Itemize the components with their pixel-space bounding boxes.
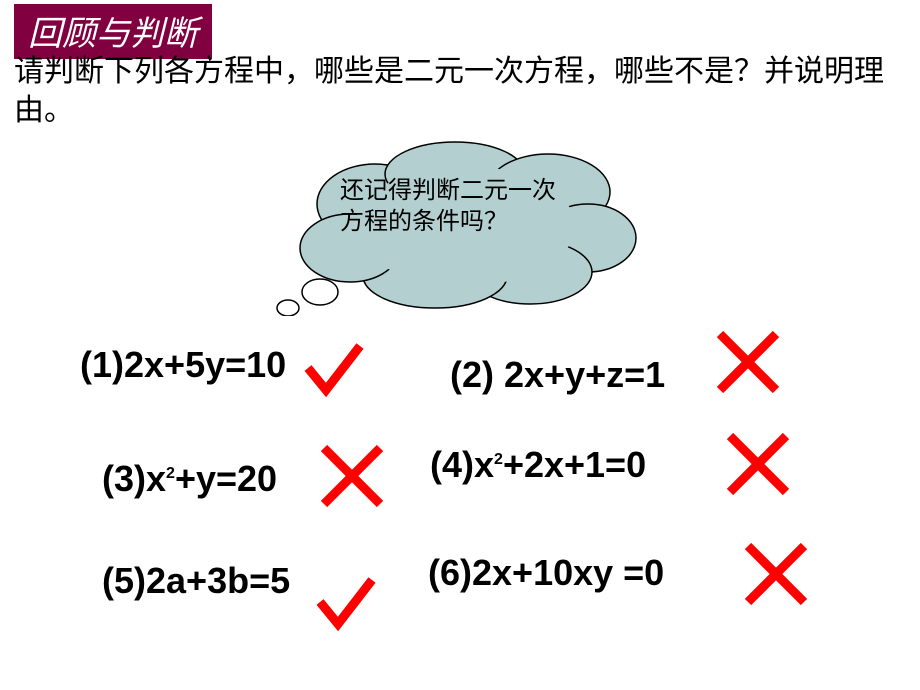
eq3-a: (3)x [102, 458, 166, 499]
header-title: 回顾与判断 [14, 4, 212, 59]
check-mark-1 [300, 338, 370, 408]
equation-1: (1)2x+5y=10 [80, 344, 286, 386]
cloud-line2: 方程的条件吗？ [340, 209, 508, 235]
equation-6: (6)2x+10xy =0 [428, 552, 664, 594]
check-mark-5 [312, 572, 382, 642]
eq4-b: +2x+1=0 [503, 444, 646, 485]
equation-5: (5)2a+3b=5 [102, 560, 290, 602]
cross-mark-2 [712, 326, 784, 398]
cross-mark-3 [316, 440, 388, 512]
cloud-line1: 还记得判断二元一次 [340, 178, 556, 204]
cross-mark-6 [740, 538, 812, 610]
equation-3: (3)x2+y=20 [102, 458, 277, 500]
equation-2: (2) 2x+y+z=1 [450, 354, 665, 396]
cross-mark-4 [722, 428, 794, 500]
eq4-sup: 2 [494, 451, 503, 468]
cloud-text: 还记得判断二元一次 方程的条件吗？ [340, 176, 620, 238]
eq3-b: +y=20 [175, 458, 277, 499]
eq4-a: (4)x [430, 444, 494, 485]
eq3-sup: 2 [166, 465, 175, 482]
question-text: 请判断下列各方程中，哪些是二元一次方程，哪些不是？并说明理由。 [14, 52, 906, 130]
equation-4: (4)x2+2x+1=0 [430, 444, 646, 486]
